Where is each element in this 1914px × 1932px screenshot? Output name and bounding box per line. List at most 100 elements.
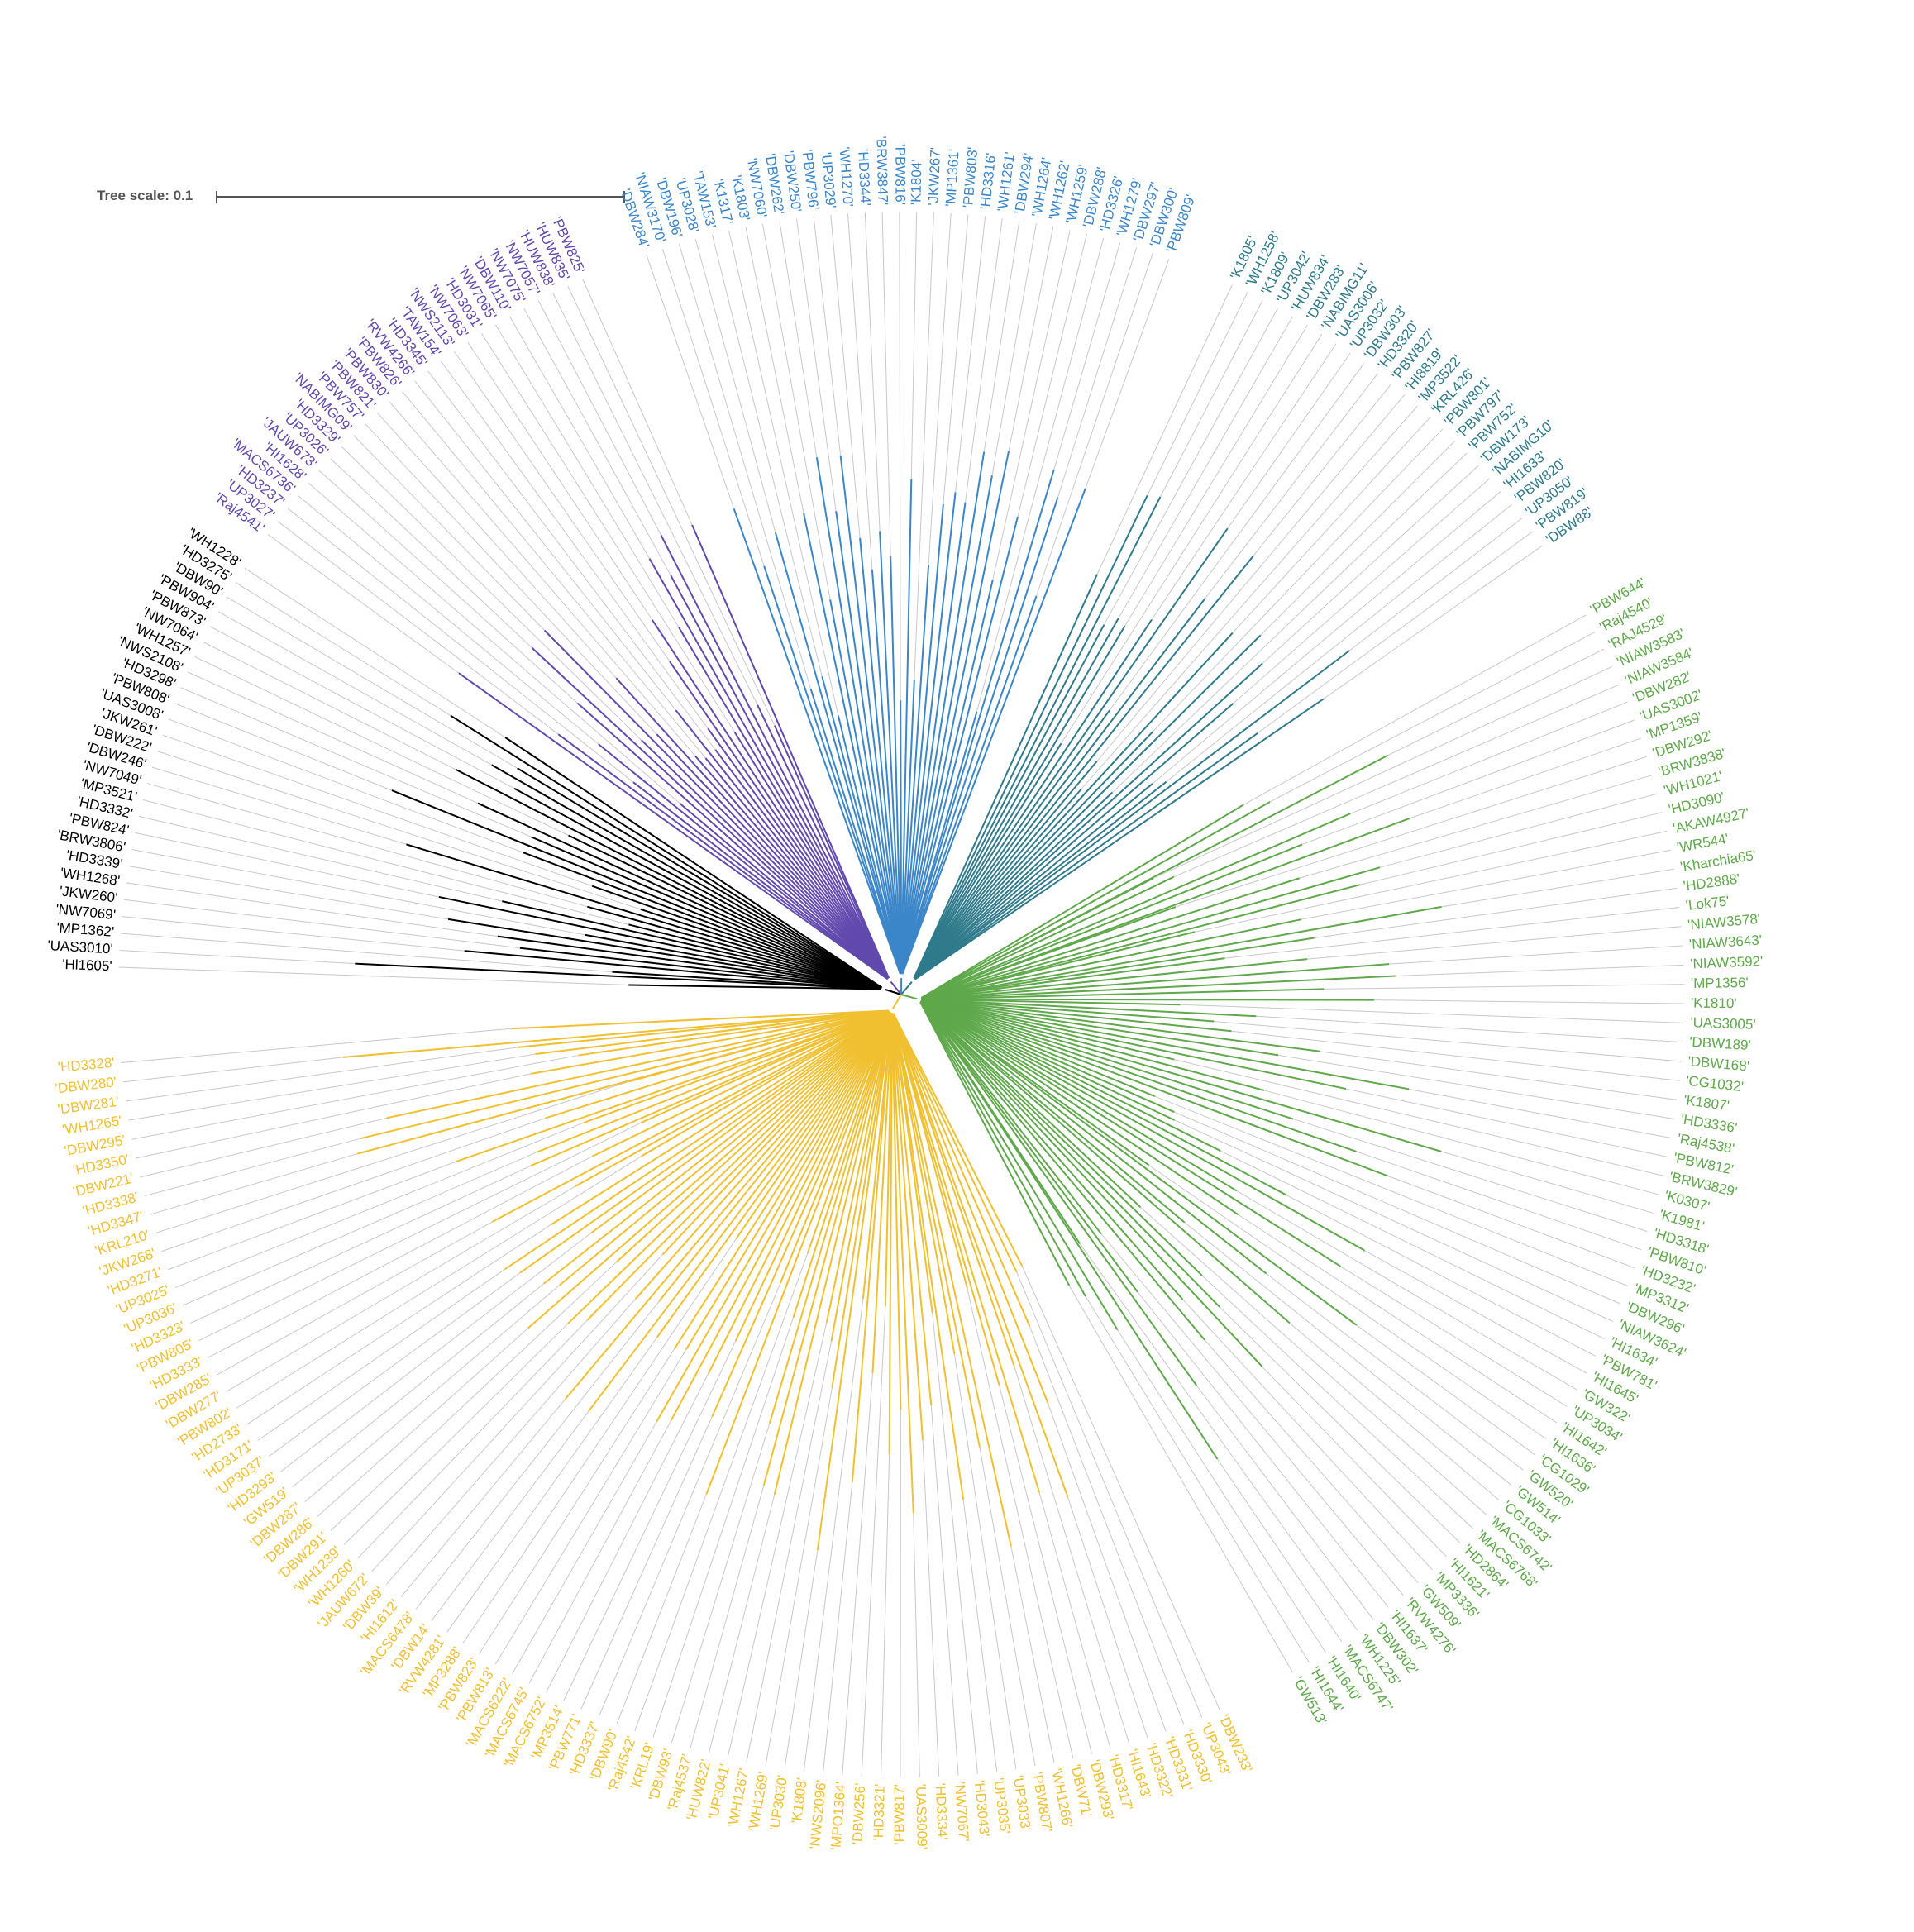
leader-line — [1299, 774, 1654, 879]
branch — [920, 999, 1175, 1113]
branch — [913, 574, 1098, 979]
branch — [773, 1012, 893, 1495]
branch — [920, 999, 1265, 1091]
leader-line — [1266, 1273, 1524, 1471]
branch — [921, 999, 1232, 1033]
branch — [891, 1013, 1000, 1386]
leader-line — [174, 1122, 584, 1289]
leader-line — [481, 333, 736, 733]
leader-line — [1292, 1119, 1648, 1233]
leader-line — [1201, 1275, 1474, 1529]
leader-line — [161, 1117, 546, 1252]
branch — [714, 749, 890, 980]
leader-line — [580, 1416, 713, 1710]
leader-line — [1147, 292, 1248, 496]
leader-line — [598, 1283, 781, 1717]
leader-line — [881, 1454, 890, 1777]
leader-line — [494, 1349, 687, 1665]
branch — [531, 836, 882, 990]
leader-line — [135, 1073, 532, 1159]
leaf-label: 'MP1362' — [56, 919, 115, 939]
leaf-label: 'DBW168' — [1687, 1053, 1750, 1074]
leader-line — [1118, 316, 1293, 619]
leader-line — [122, 1057, 343, 1083]
leader-line — [1159, 299, 1263, 498]
branch — [831, 1013, 893, 1388]
leaf-label: 'MP1361' — [943, 149, 962, 208]
branch — [675, 709, 890, 980]
leader-line — [244, 567, 506, 738]
leader-line — [1008, 226, 1054, 451]
branch — [809, 689, 902, 975]
leader-line — [353, 435, 545, 631]
branch — [685, 1011, 892, 1350]
branch — [891, 1013, 956, 1355]
leader-line — [955, 216, 986, 493]
leader-line — [1340, 1266, 1568, 1407]
branch — [920, 999, 1287, 1196]
branch — [921, 988, 1325, 1000]
branch — [851, 1013, 893, 1483]
branch — [628, 984, 881, 990]
branch — [914, 703, 1234, 980]
leaf-label: 'HD2888' — [1683, 871, 1741, 894]
leader-line — [992, 230, 1071, 580]
leader-line — [357, 1319, 588, 1559]
branch — [406, 843, 882, 990]
leader-line — [1103, 308, 1278, 625]
leader-line — [1396, 964, 1684, 976]
leader-line — [1380, 793, 1659, 868]
leader-line — [1269, 632, 1596, 803]
leader-line — [943, 214, 969, 504]
branch — [919, 1001, 1205, 1341]
branch — [559, 1011, 890, 1286]
branch — [660, 534, 890, 979]
branch — [921, 957, 1225, 1000]
branch — [705, 1012, 892, 1495]
leader-line — [528, 1420, 672, 1684]
leader-line — [235, 582, 451, 716]
leader-line — [563, 1340, 737, 1701]
leader-line — [616, 1494, 707, 1724]
branch — [921, 906, 1177, 999]
branch — [588, 1011, 891, 1412]
branch — [391, 789, 882, 990]
leaf-label: 'HD3321' — [871, 1783, 888, 1840]
branch — [888, 1013, 893, 1455]
leader-line — [1068, 1285, 1293, 1673]
branch — [892, 1013, 1069, 1498]
leader-line — [317, 1328, 529, 1517]
branch — [921, 875, 1175, 999]
leader-line — [671, 1423, 771, 1744]
leader-line — [1323, 545, 1544, 699]
branch — [921, 975, 1396, 1000]
branch — [491, 764, 882, 989]
leader-line — [983, 220, 1020, 452]
branch — [879, 531, 903, 975]
leader-line — [427, 370, 716, 751]
leader-line — [122, 916, 465, 952]
leader-line — [168, 718, 523, 853]
leaf-label: 'NWS2096' — [807, 1779, 829, 1849]
leader-line — [226, 1185, 576, 1392]
leader-line — [1109, 363, 1365, 711]
leader-line — [1233, 478, 1491, 704]
branch — [615, 677, 889, 980]
leader-line — [1374, 999, 1684, 1004]
leader-line — [1140, 1206, 1487, 1515]
leaf-label: 'PBW816' — [892, 144, 908, 205]
branch — [914, 780, 1167, 980]
branch — [919, 1000, 1184, 1300]
leaf-label: 'UP3033' — [1010, 1774, 1034, 1832]
leader-line — [414, 380, 676, 711]
leader-line — [962, 1499, 998, 1772]
branch — [447, 918, 882, 990]
leader-line — [567, 285, 776, 726]
branch — [914, 709, 1110, 980]
leader-line — [180, 687, 532, 837]
leader-line — [745, 227, 804, 513]
leaf-label: 'K1810' — [1691, 995, 1737, 1012]
leader-line — [999, 1385, 1093, 1754]
leader-line — [479, 1348, 675, 1654]
